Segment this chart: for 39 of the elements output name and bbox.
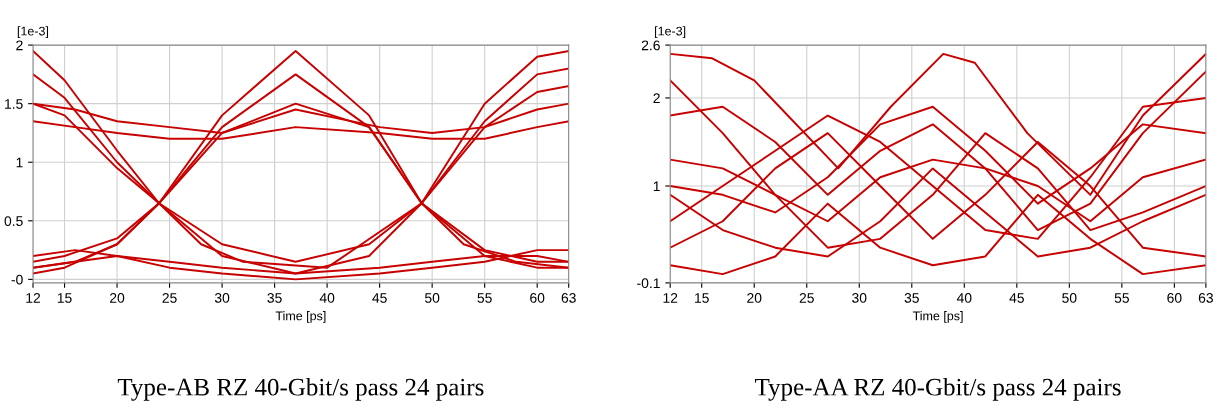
x-tick-label: 45 [1009, 293, 1024, 303]
x-tick-label: 15 [695, 293, 709, 303]
x-tick-label: 50 [1062, 292, 1077, 303]
x-tick-label: 50 [424, 292, 440, 303]
x-tick-label: 20 [110, 292, 125, 303]
x-tick-label: 30 [214, 292, 230, 303]
x-tick-label: 15 [57, 293, 72, 303]
x-tick-label: 12 [663, 292, 678, 303]
x-axis-title: Time [ps] [275, 311, 326, 323]
x-tick-label: 35 [904, 292, 919, 303]
x-tick-label: 25 [162, 292, 177, 303]
x-tick-label: 25 [799, 292, 814, 303]
y-tick-label: 2 [653, 93, 660, 103]
x-tick-label: 55 [1114, 293, 1129, 303]
y-tick-label: 1 [653, 181, 660, 192]
y-tick-label: 1 [16, 157, 23, 168]
x-tick-label: 60 [530, 292, 545, 303]
y-tick-label: -0 [11, 274, 23, 285]
text: Type-AA RZ 40-Gbit/s pass 24 pairs [755, 378, 1121, 401]
x-tick-label: 40 [956, 292, 972, 303]
x-tick-label: 63 [561, 292, 576, 303]
y-tick-label: 2.6 [641, 40, 660, 51]
x-tick-label: 45 [372, 293, 387, 303]
x-tick-label: 20 [747, 292, 762, 303]
x-tick-label: 40 [319, 292, 335, 303]
x-tick-label: 55 [477, 293, 492, 303]
x-axis-title: Time [ps] [912, 311, 963, 323]
x-tick-label: 35 [267, 292, 282, 303]
x-tick-label: 30 [852, 292, 867, 303]
y-tick-label: 0.5 [4, 216, 23, 226]
y-axis-title: [1e-3] [17, 26, 49, 38]
y-tick-label: 1.5 [5, 99, 23, 109]
x-tick-label: 12 [26, 292, 41, 303]
y-axis-title: [1e-3] [655, 26, 686, 38]
y-tick-label: 2 [16, 40, 23, 51]
y-tick-label: -0.1 [637, 278, 660, 289]
x-tick-label: 63 [1198, 292, 1213, 303]
x-tick-label: 60 [1167, 292, 1182, 303]
text: Type-AB RZ 40-Gbit/s pass 24 pairs [117, 378, 484, 401]
